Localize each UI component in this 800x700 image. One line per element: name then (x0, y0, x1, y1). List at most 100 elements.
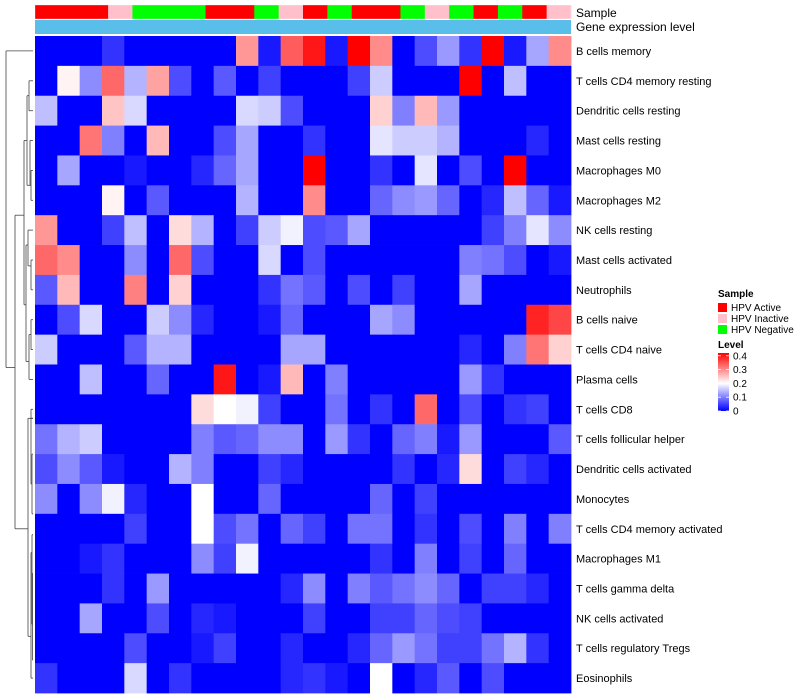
level-tick-label: 0 (733, 407, 739, 418)
heatmap-cell (35, 513, 58, 545)
heatmap-cell (370, 424, 393, 455)
sample-annotation-cell (497, 5, 523, 19)
heatmap-cell (258, 483, 282, 515)
heatmap-cell (414, 65, 438, 97)
heatmap-cell (370, 364, 393, 395)
heatmap-cell (57, 155, 81, 186)
heatmap-cell (526, 185, 550, 216)
heatmap-cell (236, 394, 259, 425)
heatmap-cell (79, 483, 103, 515)
heatmap-cell (526, 364, 550, 395)
heatmap-cell (191, 334, 215, 365)
heatmap-cell (481, 125, 505, 156)
heatmap-cell (258, 304, 282, 336)
heatmap-cell (303, 245, 326, 276)
heatmap-cell (124, 424, 148, 455)
heatmap-cell (437, 543, 460, 574)
heatmap-cell (459, 245, 483, 276)
heatmap-cell (347, 215, 371, 246)
heatmap-cell (57, 245, 81, 276)
heatmap-cell (35, 334, 58, 365)
heatmap-cell (169, 36, 192, 67)
heatmap-cell (303, 334, 326, 365)
sample-annotation-cell (400, 5, 426, 19)
heatmap-cell (102, 483, 125, 515)
heatmap-cell (102, 65, 125, 97)
heatmap-cell (370, 663, 393, 694)
heatmap-cell (504, 36, 527, 67)
heatmap-cell (370, 215, 393, 246)
heatmap-cell (347, 125, 371, 156)
heatmap-cell (392, 245, 416, 276)
heatmap-cell (303, 185, 326, 216)
heatmap-cell (325, 215, 349, 246)
heatmap-cell (191, 394, 215, 425)
sample-legend-swatch (718, 303, 727, 312)
heatmap-cell (504, 633, 527, 664)
sample-annotation-cell (522, 5, 548, 19)
row-label: Eosinophils (576, 673, 633, 685)
heatmap-cell (258, 513, 282, 545)
heatmap-cell (392, 543, 416, 574)
heatmap-cell (303, 483, 326, 515)
sample-annotation-label: Sample (576, 6, 617, 20)
heatmap-cell (213, 603, 237, 634)
heatmap-cell (236, 274, 259, 306)
heatmap-cell (35, 454, 58, 485)
heatmap-cell (347, 274, 371, 306)
heatmap-cell (213, 65, 237, 97)
heatmap-cell (191, 663, 215, 694)
heatmap-cell (392, 663, 416, 694)
heatmap-cell (169, 245, 192, 276)
heatmap-cell (325, 483, 349, 515)
heatmap-cell (146, 454, 170, 485)
heatmap-cell (169, 454, 192, 485)
heatmap-cell (102, 304, 125, 336)
heatmap-cell (392, 36, 416, 67)
heatmap-cell (347, 364, 371, 395)
heatmap-cell (347, 185, 371, 216)
heatmap-cell (124, 155, 148, 186)
heatmap-cell (481, 394, 505, 425)
heatmap-cell (414, 155, 438, 186)
heatmap-cell (303, 454, 326, 485)
heatmap-cell (35, 573, 58, 604)
heatmap-cell (57, 334, 81, 365)
sample-legend-title: Sample (718, 289, 754, 300)
heatmap-cell (459, 185, 483, 216)
heatmap-cell (280, 215, 304, 246)
heatmap-cell (258, 334, 282, 365)
heatmap-cell (370, 513, 393, 545)
heatmap-cell (57, 36, 81, 67)
row-label: B cells naive (576, 315, 638, 327)
heatmap-cell (258, 215, 282, 246)
heatmap-cell (57, 364, 81, 395)
heatmap-cell (213, 185, 237, 216)
heatmap-cell (370, 483, 393, 515)
heatmap-cell (325, 603, 349, 634)
heatmap-cell (35, 36, 58, 67)
heatmap-cell (280, 424, 304, 455)
heatmap-cell (437, 125, 460, 156)
heatmap-cell (548, 125, 572, 156)
sample-annotation-cell (108, 5, 133, 19)
heatmap-cell (437, 274, 460, 306)
sample-annotation-cell (376, 5, 401, 19)
heatmap-cell (548, 245, 572, 276)
heatmap-cell (481, 155, 505, 186)
heatmap-cell (481, 663, 505, 694)
heatmap-cell (236, 573, 259, 604)
heatmap-cell (213, 304, 237, 336)
heatmap-cell (504, 454, 527, 485)
heatmap-cell (280, 274, 304, 306)
heatmap-cell (57, 424, 81, 455)
heatmap-cell (124, 483, 148, 515)
heatmap-cell (303, 424, 326, 455)
row-label: Monocytes (576, 494, 630, 506)
sample-annotation-bar (34, 4, 572, 20)
heatmap-cell (146, 573, 170, 604)
heatmap-cell (146, 215, 170, 246)
heatmap-cell (414, 215, 438, 246)
heatmap-cell (526, 304, 550, 336)
heatmap-cell (303, 95, 326, 126)
